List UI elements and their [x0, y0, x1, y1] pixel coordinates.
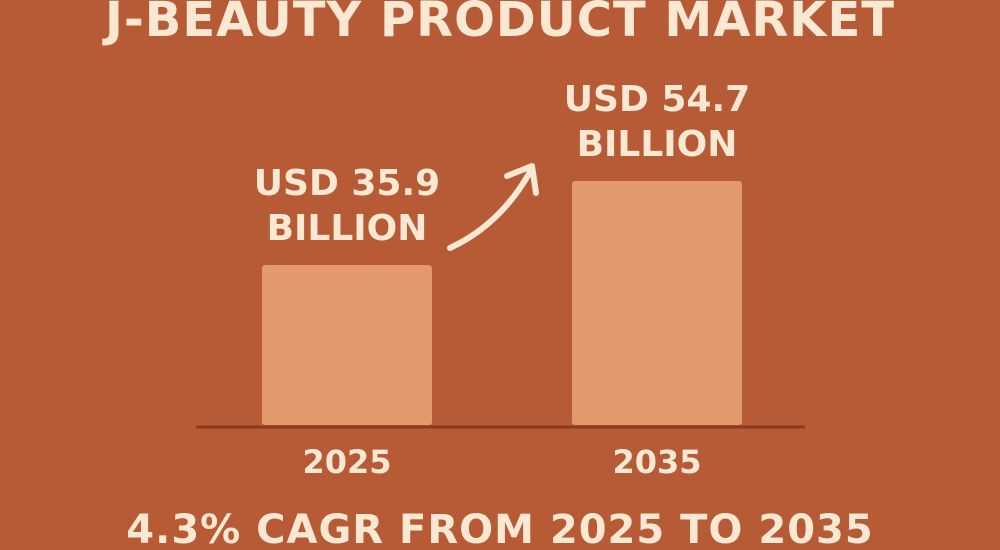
value-label: USD 54.7 BILLION — [563, 79, 751, 165]
arrow-head — [504, 163, 539, 196]
growth-arrow — [447, 169, 533, 251]
bar — [262, 264, 432, 425]
value-label: USD 35.9 BILLION — [253, 162, 441, 249]
chart-title: J-BEAUTY PRODUCT MARKET — [104, 0, 896, 48]
x-tick-label: 2025 — [302, 443, 392, 481]
bar — [572, 181, 742, 425]
x-tick-label: 2035 — [612, 443, 702, 481]
chart-subtitle: 4.3% CAGR FROM 2025 TO 2035 — [126, 507, 874, 550]
